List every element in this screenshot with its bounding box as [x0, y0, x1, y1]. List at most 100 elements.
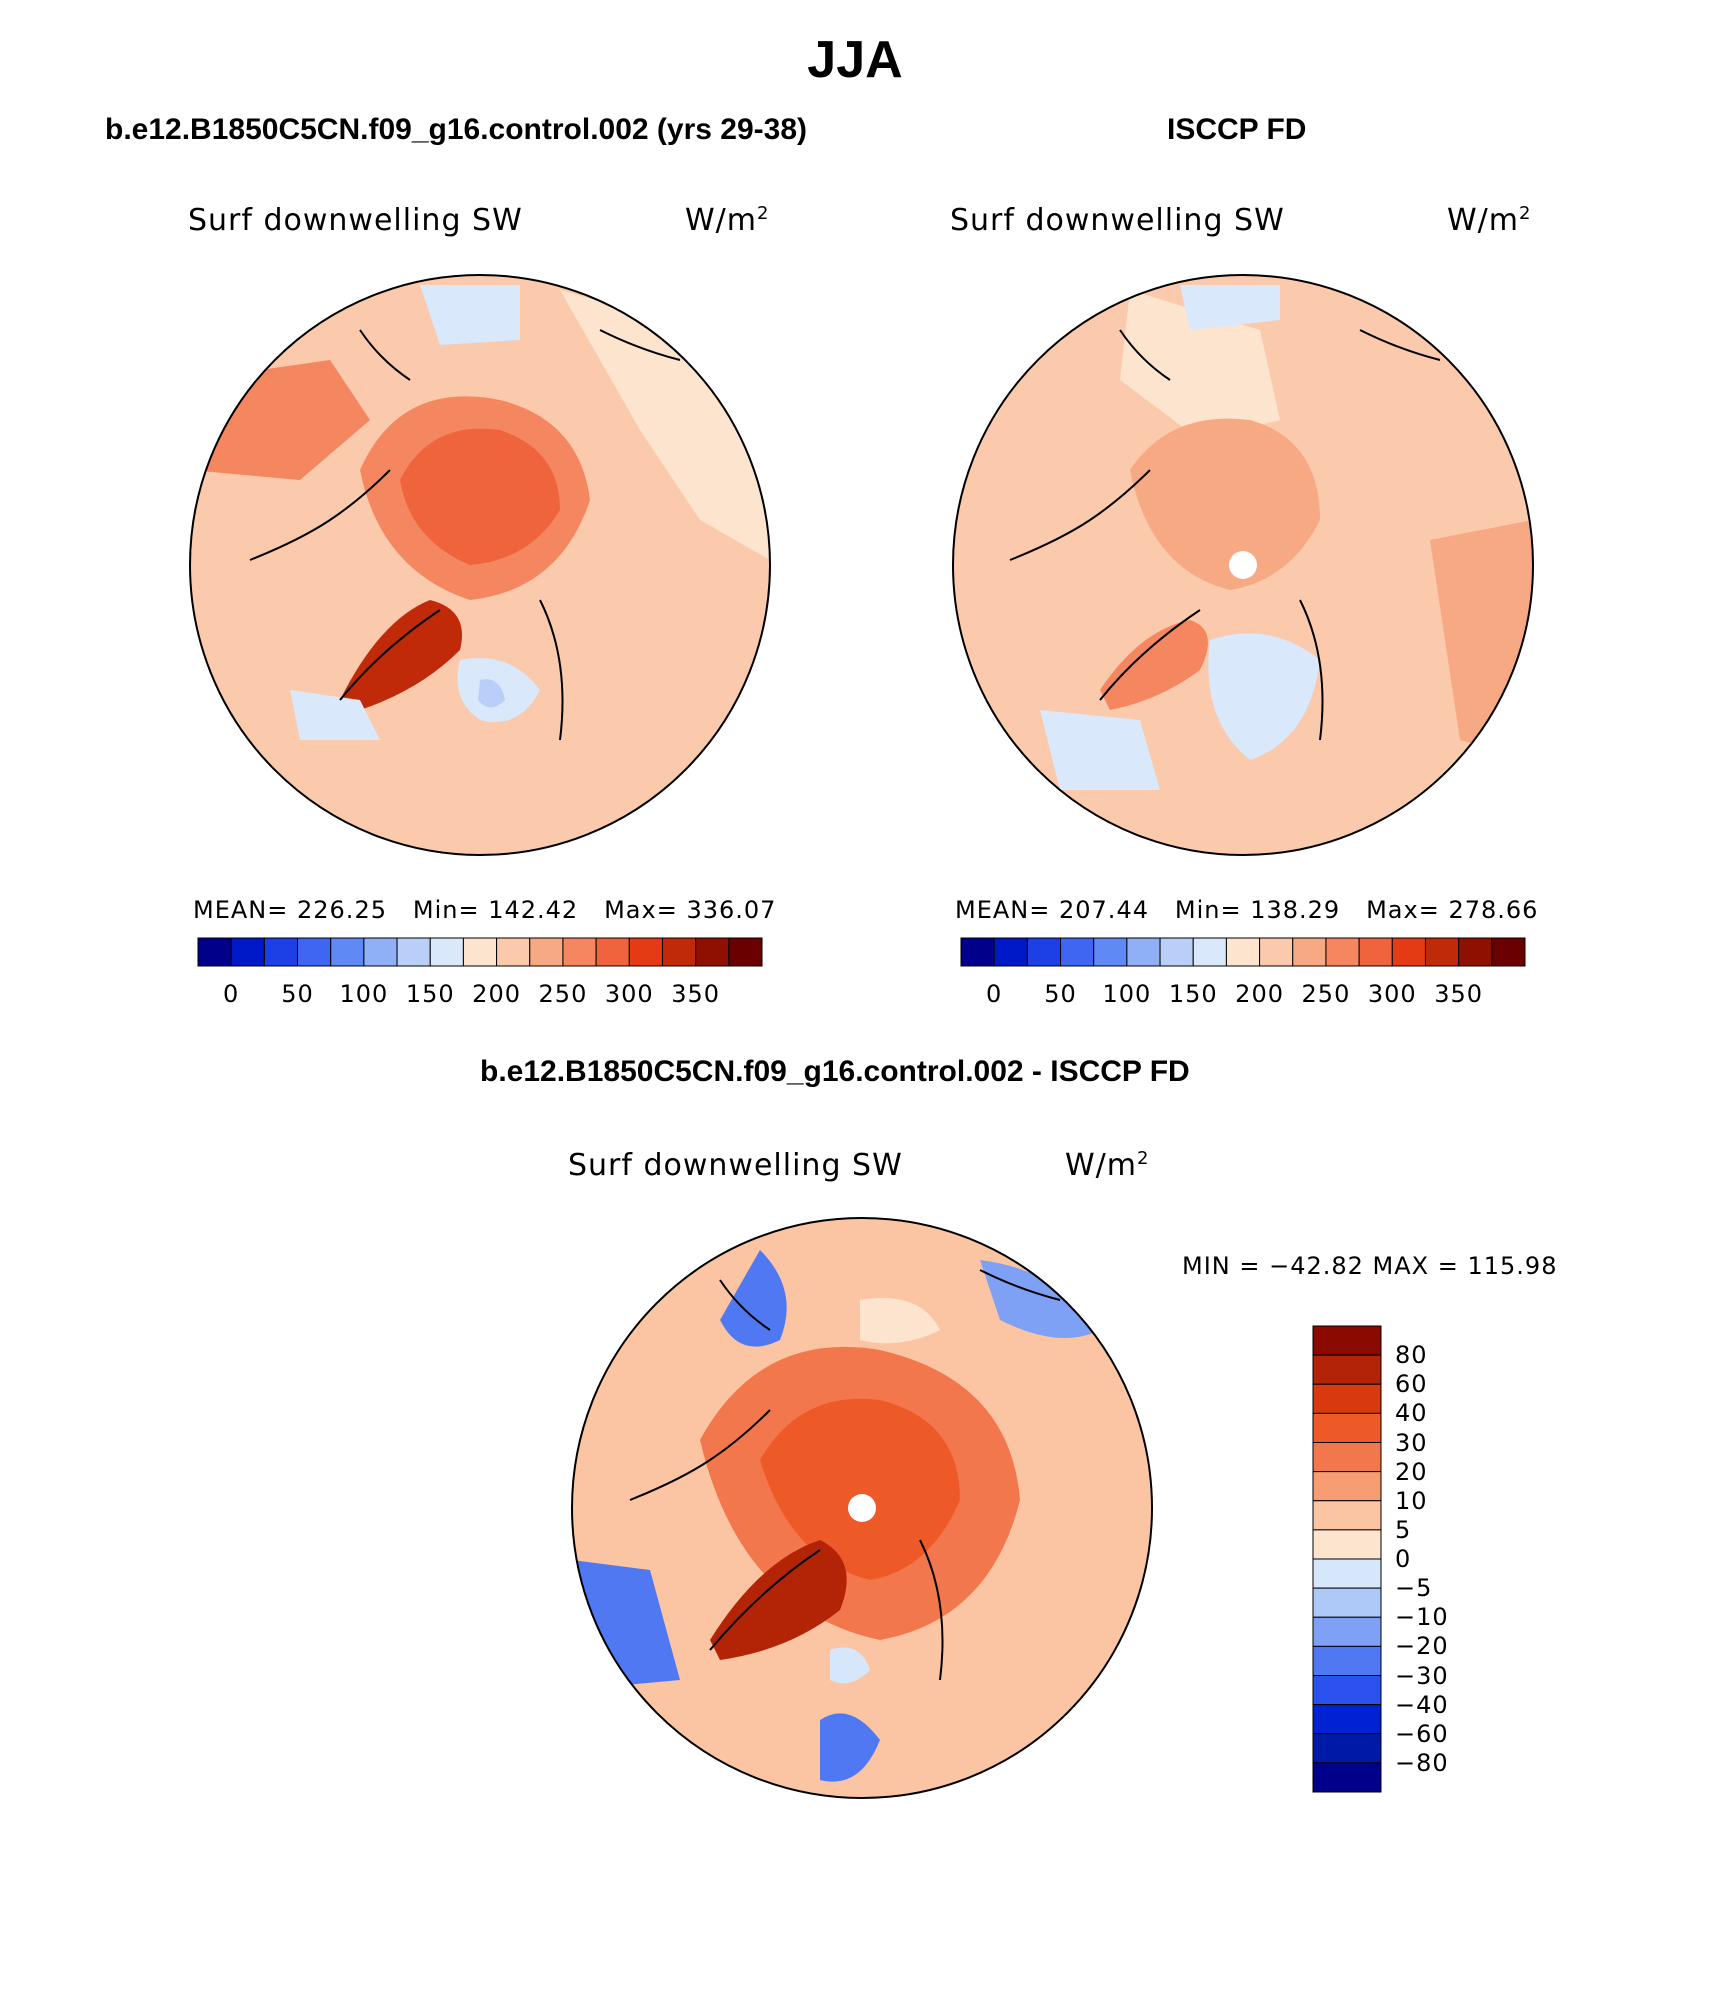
colorbar-swatch [993, 937, 1028, 967]
left-map-cooler-patch [478, 679, 505, 708]
colorbar-tick-label: 40 [1395, 1399, 1428, 1428]
colorbar-tick-label: −40 [1395, 1690, 1449, 1719]
left-map-cool-west-atlantic [290, 690, 380, 740]
left-map-coastline [249, 329, 681, 741]
colorbar-swatch [1093, 937, 1128, 967]
colorbar-tick-label: −10 [1395, 1603, 1449, 1632]
right-map-cool-west-atlantic [1040, 710, 1160, 790]
right-panel-title: ISCCP FD [1167, 113, 1307, 146]
right-stats: MEAN= 207.44 Min= 138.29 Max= 278.66 [955, 896, 1539, 924]
diff-variable-label: Surf downwelling SW [568, 1148, 903, 1183]
right-map-pole-hole [1229, 551, 1257, 579]
colorbar-swatch [462, 937, 498, 967]
colorbar-tick-label: −5 [1395, 1574, 1433, 1603]
colorbar-tick-label: 200 [1235, 980, 1284, 1008]
diff-map-border [571, 1217, 1153, 1799]
colorbar-tick-label: 20 [1395, 1457, 1428, 1486]
diff-map-hottest-greenland [710, 1540, 847, 1660]
colorbar-swatch [1312, 1471, 1382, 1502]
colorbar-swatch [595, 937, 630, 967]
colorbar-tick-label: 0 [1395, 1545, 1412, 1573]
left-units-label: W/m2 [685, 203, 770, 238]
colorbar-swatch [1225, 937, 1261, 967]
colorbar-tick-label: 250 [538, 980, 588, 1008]
colorbar-swatch [1312, 1383, 1382, 1414]
diff-map-blue-atlantic [820, 1713, 880, 1782]
colorbar-tick-label: −20 [1395, 1632, 1449, 1661]
diff-map-cool-patch [830, 1647, 870, 1684]
colorbar-swatch [1312, 1616, 1382, 1647]
colorbar-swatch [496, 937, 531, 967]
colorbar-tick-label: 30 [1395, 1428, 1428, 1457]
diff-map [572, 1218, 1152, 1798]
diff-map-blue-north-a [720, 1250, 787, 1347]
colorbar-swatch [429, 937, 464, 967]
left-map-pale-region [560, 290, 770, 560]
colorbar-swatch [562, 937, 597, 967]
colorbar-swatch [1126, 937, 1161, 967]
colorbar-swatch [1312, 1645, 1382, 1676]
colorbar-tick-label: 10 [1395, 1486, 1428, 1515]
colorbar-tick-label: 300 [1367, 980, 1417, 1008]
colorbar-swatch [1259, 937, 1294, 967]
colorbar-swatch [1312, 1412, 1382, 1443]
diff-map-hot-core [760, 1398, 960, 1580]
colorbar-swatch [1312, 1733, 1382, 1764]
colorbar-swatch [1424, 937, 1460, 967]
diff-map-pole-hole [848, 1494, 876, 1522]
right-map-cool-pacific [1180, 285, 1280, 330]
colorbar-swatch [297, 937, 332, 967]
colorbar-swatch [1491, 937, 1526, 967]
right-map-warm-greenland [1100, 620, 1208, 710]
figure-title: JJA [807, 31, 903, 89]
colorbar-swatch [1312, 1500, 1382, 1531]
colorbar-tick-label: 100 [339, 980, 389, 1008]
right-colorbar [960, 937, 1526, 967]
colorbar-swatch [1458, 937, 1493, 967]
colorbar-tick-label: 350 [671, 980, 721, 1008]
colorbar-swatch [230, 937, 265, 967]
colorbar-tick-label: 80 [1395, 1341, 1428, 1370]
colorbar-swatch [1391, 937, 1426, 967]
colorbar-swatch [1292, 937, 1327, 967]
colorbar-swatch [1312, 1704, 1382, 1735]
colorbar-swatch [1312, 1354, 1382, 1385]
colorbar-tick-label: 100 [1102, 980, 1152, 1008]
colorbar-swatch [1312, 1442, 1382, 1473]
colorbar-tick-label: 50 [281, 980, 314, 1008]
left-colorbar [197, 937, 763, 967]
colorbar-tick-label: 0 [223, 980, 240, 1008]
colorbar-tick-label: 50 [1044, 980, 1077, 1008]
colorbar-swatch [1358, 937, 1393, 967]
right-map-warm-ring [1130, 418, 1320, 590]
colorbar-swatch [1312, 1675, 1382, 1706]
right-units-label: W/m2 [1447, 203, 1532, 238]
colorbar-swatch [1192, 937, 1227, 967]
diff-colorbar [1312, 1325, 1382, 1793]
left-map-cool-pacific [420, 285, 520, 345]
colorbar-tick-label: 200 [472, 980, 521, 1008]
colorbar-tick-label: 250 [1301, 980, 1351, 1008]
colorbar-swatch [330, 937, 365, 967]
right-map-cool-atlantic [1208, 633, 1320, 760]
colorbar-swatch [1312, 1529, 1382, 1560]
colorbar-swatch [1325, 937, 1360, 967]
colorbar-tick-label: 300 [604, 980, 654, 1008]
colorbar-swatch [1312, 1325, 1382, 1356]
colorbar-swatch [1060, 937, 1095, 967]
left-variable-label: Surf downwelling SW [188, 203, 523, 238]
diff-panel-title: b.e12.B1850C5CN.f09_g16.control.002 - IS… [480, 1055, 1190, 1088]
colorbar-tick-label: 5 [1395, 1515, 1412, 1544]
right-map-coastline [1009, 329, 1441, 741]
colorbar-swatch [695, 937, 730, 967]
diff-map-blue-north-b [980, 1260, 1100, 1338]
colorbar-swatch [197, 937, 232, 967]
colorbar-tick-label: 350 [1434, 980, 1484, 1008]
colorbar-swatch [363, 937, 398, 967]
left-map-hottest-greenland [340, 600, 462, 710]
right-variable-label: Surf downwelling SW [950, 203, 1285, 238]
diff-units-label: W/m2 [1065, 1148, 1150, 1183]
colorbar-tick-label: 150 [1168, 980, 1218, 1008]
left-stats: MEAN= 226.25 Min= 142.42 Max= 336.07 [193, 896, 777, 924]
